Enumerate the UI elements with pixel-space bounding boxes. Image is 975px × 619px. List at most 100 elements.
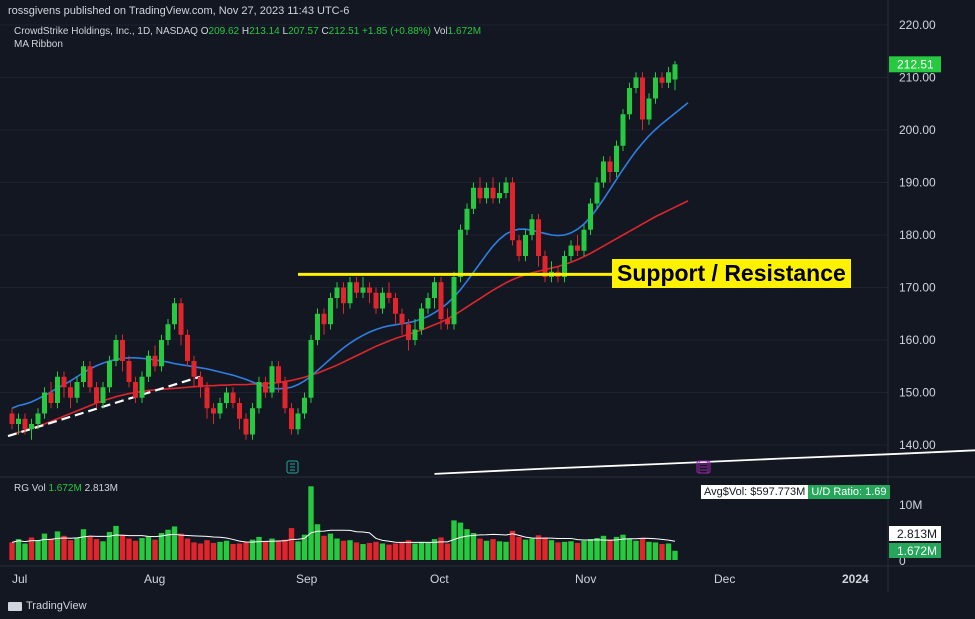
volume-bar: [22, 543, 28, 560]
candle-body: [282, 382, 288, 409]
candle-body: [230, 392, 236, 403]
volume-bar: [119, 534, 126, 560]
volume-badge: [889, 543, 941, 558]
support-resistance-label: Support / Resistance: [612, 259, 851, 288]
candle-body: [646, 98, 652, 120]
candle-body: [386, 292, 392, 298]
earnings-icon: [698, 460, 711, 474]
trend-line: [7, 375, 201, 438]
volume-bar: [100, 541, 106, 560]
candle-body: [308, 340, 314, 398]
candle-body: [601, 161, 606, 183]
volume-bar: [269, 538, 275, 560]
candle-body: [94, 387, 99, 403]
ud-ratio-label: U/D Ratio: 1.69: [808, 485, 890, 499]
low-value: 207.57: [288, 26, 319, 37]
volume-bar: [626, 538, 633, 560]
volume-average-line: [11, 529, 676, 543]
candle-body: [614, 145, 619, 172]
candle-body: [35, 413, 41, 424]
volume-bar: [48, 538, 54, 560]
volume-bar: [412, 543, 418, 560]
candle-body: [464, 208, 470, 230]
candle-body: [224, 392, 229, 403]
candle-body: [490, 187, 496, 199]
candle-body: [211, 408, 216, 414]
candle-body: [653, 77, 658, 99]
candle-body: [133, 382, 138, 398]
candle-body: [42, 392, 47, 414]
price-tick-label: 210.00: [899, 71, 936, 85]
l-label: L: [282, 26, 289, 37]
price-tick-label: 150.00: [899, 386, 936, 400]
volume-bar: [581, 540, 587, 560]
volume-bar: [399, 542, 405, 560]
indicator-name[interactable]: MA Ribbon: [14, 39, 63, 50]
candle-body: [191, 361, 197, 377]
symbol-legend: CrowdStrike Holdings, Inc., 1D, NASDAQ O…: [14, 26, 481, 37]
price-tick-label: 220.00: [899, 18, 936, 32]
candle-body: [16, 418, 21, 424]
candle-body: [9, 413, 15, 424]
candle-body: [497, 193, 502, 199]
volume-legend: RG Vol 1.672M 2.813M: [14, 483, 118, 494]
volume-bar: [600, 535, 607, 560]
event-markers: [286, 460, 711, 474]
ma-mid-line: [11, 200, 689, 436]
volume-bar: [35, 540, 41, 560]
volume-bar: [204, 540, 210, 560]
candle-body: [581, 229, 587, 251]
candle-body: [575, 245, 580, 251]
volume-bar: [87, 536, 93, 560]
candle-body: [165, 324, 171, 340]
volume-bar: [74, 538, 80, 560]
candle-body: [516, 240, 522, 256]
candle-body: [477, 187, 483, 199]
change-value: +1.85 (+0.88%): [362, 26, 431, 37]
volume-bar: [574, 542, 581, 560]
candle-body: [29, 424, 34, 430]
volume-bar: [568, 541, 574, 560]
candle-body: [620, 114, 626, 146]
candle-body: [380, 292, 385, 309]
volume-bar: [607, 539, 613, 560]
volume-bar: [529, 538, 535, 560]
volume-bar: [158, 533, 165, 560]
close-value: 212.51: [328, 26, 360, 37]
candle-body: [542, 256, 548, 277]
candle-body: [432, 282, 437, 298]
volume-bar: [347, 540, 353, 560]
volume-bar: [106, 531, 113, 560]
candle-body: [204, 387, 210, 409]
volume-bar: [9, 542, 15, 560]
candle-body: [198, 376, 203, 388]
volume-bar: [633, 540, 639, 560]
candle-body: [178, 303, 184, 335]
volume-bar: [477, 538, 483, 560]
volume-bar: [314, 524, 321, 560]
candle-body: [627, 88, 632, 115]
brand-name: TradingView: [26, 600, 87, 612]
candle-body: [152, 355, 158, 367]
price-axis: 220.00 210.00 200.00 190.00 180.00 170.00 160.…: [889, 18, 941, 568]
vol-label: Vol: [433, 26, 448, 37]
volume-bar: [275, 540, 282, 560]
time-tick-label: Sep: [296, 572, 318, 586]
volume-bar: [496, 541, 503, 560]
volume-bar: [308, 486, 314, 560]
candle-body: [640, 77, 645, 120]
volume-bar: [223, 540, 230, 560]
volume-bar: [457, 522, 464, 560]
candle-body: [48, 392, 54, 403]
volume-bar: [262, 541, 269, 560]
candle-body: [172, 303, 177, 325]
h-label: H: [241, 26, 250, 37]
volume-bar: [249, 539, 256, 560]
volume-bar: [431, 539, 438, 560]
avg-vol-box: Avg$Vol: $597.773M U/D Ratio: 1.69: [701, 485, 890, 499]
o-label: O: [200, 26, 209, 37]
candle-body: [185, 334, 190, 361]
volume-title: RG Vol: [14, 483, 46, 494]
candle-body: [107, 361, 112, 388]
price-tick-label: 170.00: [899, 281, 936, 295]
